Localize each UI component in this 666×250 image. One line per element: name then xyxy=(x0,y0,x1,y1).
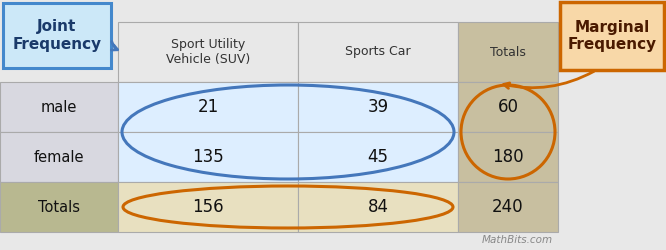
Bar xyxy=(298,182,458,232)
Text: 45: 45 xyxy=(368,148,388,166)
Text: 39: 39 xyxy=(368,98,388,116)
Bar xyxy=(118,132,298,182)
FancyBboxPatch shape xyxy=(3,3,111,68)
Text: Marginal
Frequency: Marginal Frequency xyxy=(567,20,657,52)
Text: Sport Utility
Vehicle (SUV): Sport Utility Vehicle (SUV) xyxy=(166,38,250,66)
Bar xyxy=(458,82,558,132)
FancyBboxPatch shape xyxy=(560,2,664,70)
Text: 135: 135 xyxy=(192,148,224,166)
Text: 60: 60 xyxy=(498,98,519,116)
Text: 84: 84 xyxy=(368,198,388,216)
Text: MathBits.com: MathBits.com xyxy=(482,235,553,245)
Text: Totals: Totals xyxy=(490,46,526,59)
Bar xyxy=(0,182,118,232)
Bar xyxy=(118,22,298,82)
Bar xyxy=(298,82,458,132)
Bar xyxy=(458,22,558,82)
Text: 21: 21 xyxy=(197,98,218,116)
Bar xyxy=(0,82,118,132)
Bar xyxy=(298,132,458,182)
Text: female: female xyxy=(34,150,85,164)
Text: 180: 180 xyxy=(492,148,524,166)
Text: Sports Car: Sports Car xyxy=(345,46,411,59)
Bar xyxy=(458,132,558,182)
Bar xyxy=(118,82,298,132)
Text: 156: 156 xyxy=(192,198,224,216)
Bar xyxy=(0,132,118,182)
Text: male: male xyxy=(41,100,77,114)
Bar xyxy=(0,22,118,82)
Text: 240: 240 xyxy=(492,198,524,216)
Text: Totals: Totals xyxy=(38,200,80,214)
Text: Joint
Frequency: Joint Frequency xyxy=(13,19,101,52)
Bar xyxy=(458,182,558,232)
Bar xyxy=(298,22,458,82)
Bar xyxy=(118,182,298,232)
